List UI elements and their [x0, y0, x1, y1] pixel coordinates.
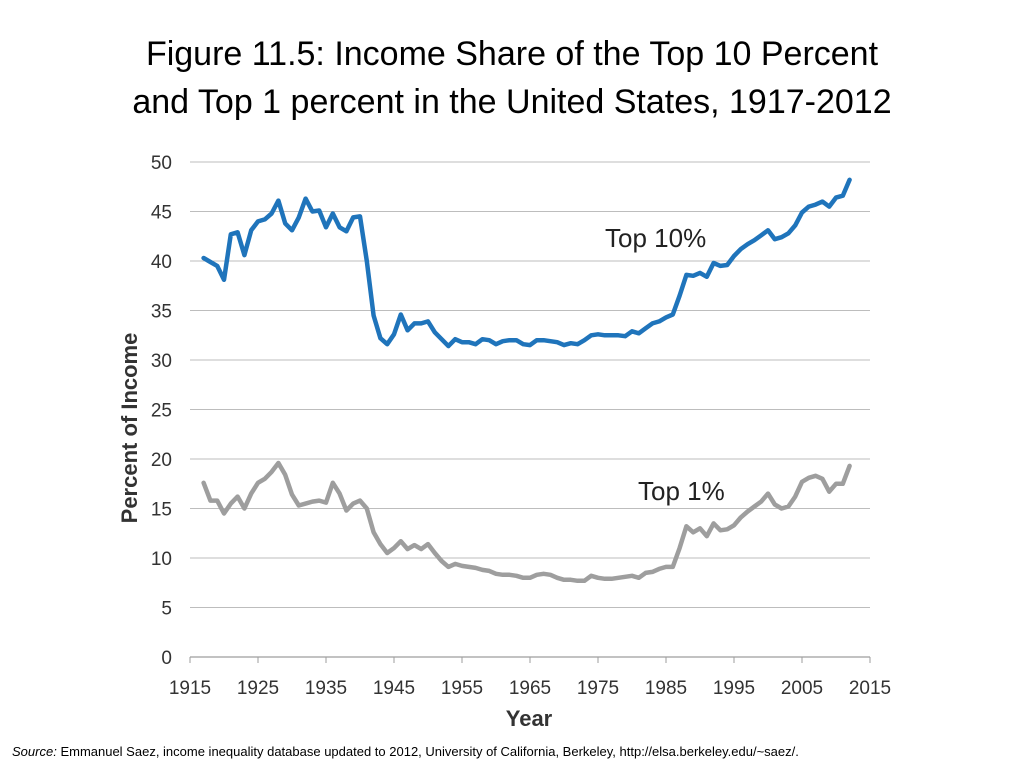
y-axis-label: Percent of Income [117, 333, 142, 524]
y-tick-label: 0 [161, 648, 172, 669]
y-tick-label: 5 [161, 599, 172, 620]
x-tick-label: 1985 [645, 678, 687, 699]
chart-title: Figure 11.5: Income Share of the Top 10 … [0, 30, 1024, 126]
y-tick-label: 35 [151, 302, 172, 323]
source-label: Source: [12, 744, 57, 759]
source-text: Emmanuel Saez, income inequality databas… [60, 744, 799, 759]
y-tick-label: 10 [151, 549, 172, 570]
x-tick-label: 1975 [577, 678, 619, 699]
x-tick-label: 1925 [237, 678, 279, 699]
y-tick-label: 45 [151, 203, 172, 224]
top-1-percent-label: Top 1% [638, 476, 725, 506]
x-tick-label: 2015 [849, 678, 891, 699]
title-line-1: Figure 11.5: Income Share of the Top 10 … [145, 35, 879, 73]
x-tick-label: 1935 [305, 678, 347, 699]
y-tick-label: 40 [151, 252, 172, 273]
x-tick-label: 1945 [373, 678, 415, 699]
title-line-2: and Top 1 percent in the United States, … [132, 83, 892, 121]
x-tick-label: 1915 [169, 678, 211, 699]
y-tick-label: 25 [151, 401, 172, 422]
x-tick-label: 1965 [509, 678, 551, 699]
top-10-percent-label: Top 10% [605, 223, 706, 253]
y-tick-label: 50 [151, 153, 172, 174]
y-tick-label: 20 [151, 450, 172, 471]
y-tick-label: 30 [151, 351, 172, 372]
x-axis-label: Year [506, 706, 553, 731]
x-tick-label: 1955 [441, 678, 483, 699]
top-10-percent-line [201, 177, 852, 349]
y-tick-label: 15 [151, 500, 172, 521]
x-tick-label: 2005 [781, 678, 823, 699]
x-tick-label: 1995 [713, 678, 755, 699]
source-note: Source: Emmanuel Saez, income inequality… [12, 744, 799, 759]
top-1-percent-line [201, 460, 852, 584]
